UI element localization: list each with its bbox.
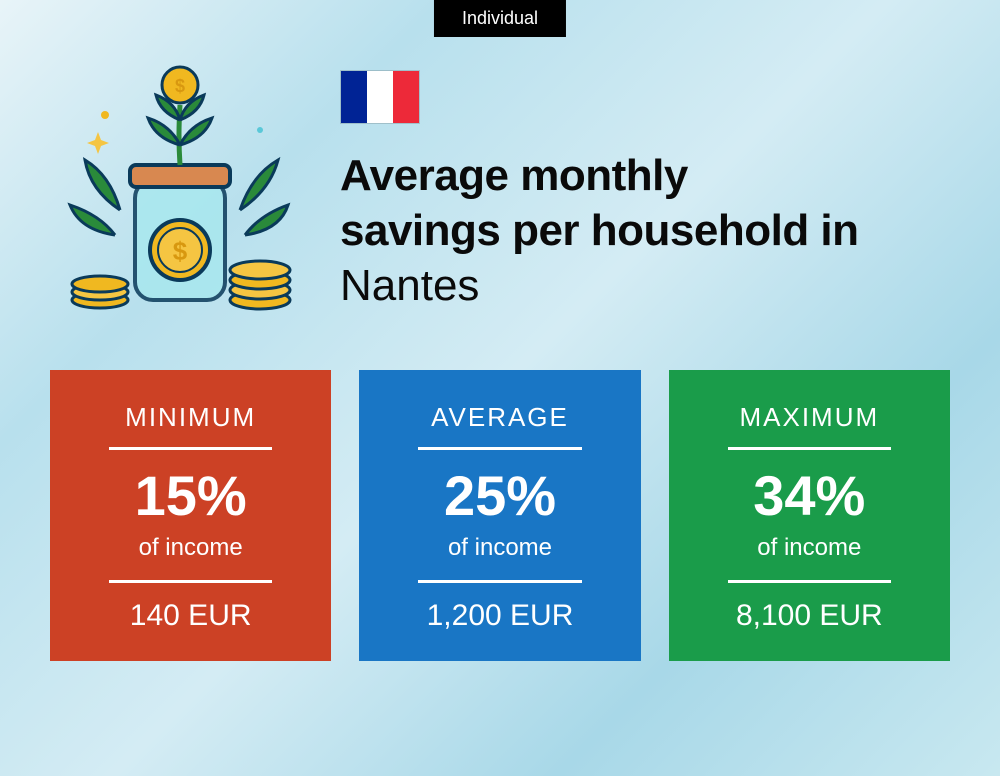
card-sub: of income [693,534,926,562]
title-block: Average monthly savings per household in… [340,60,940,313]
divider [728,580,891,583]
card-label: AVERAGE [383,402,616,433]
divider [418,447,581,450]
card-label: MINIMUM [74,402,307,433]
page-title-city: Nantes [340,258,940,313]
card-percent: 15% [74,468,307,524]
flag-stripe-red [393,71,419,123]
svg-text:$: $ [175,76,185,96]
card-amount: 1,200 EUR [383,599,616,633]
france-flag-icon [340,70,420,124]
card-percent: 34% [693,468,926,524]
header-section: $ $ Average monthly savings per househol… [0,0,1000,350]
card-maximum: MAXIMUM 34% of income 8,100 EUR [669,370,950,661]
stats-cards-row: MINIMUM 15% of income 140 EUR AVERAGE 25… [0,350,1000,711]
card-sub: of income [383,534,616,562]
category-tag: Individual [434,0,566,37]
flag-stripe-blue [341,71,367,123]
page-title-line2: savings per household in [340,203,940,258]
divider [109,580,272,583]
savings-jar-illustration: $ $ [60,60,300,320]
page-title-line1: Average monthly [340,148,940,203]
card-amount: 8,100 EUR [693,599,926,633]
divider [728,447,891,450]
card-percent: 25% [383,468,616,524]
svg-text:$: $ [173,236,188,266]
divider [109,447,272,450]
card-sub: of income [74,534,307,562]
flag-stripe-white [367,71,393,123]
card-label: MAXIMUM [693,402,926,433]
card-minimum: MINIMUM 15% of income 140 EUR [50,370,331,661]
card-average: AVERAGE 25% of income 1,200 EUR [359,370,640,661]
card-amount: 140 EUR [74,599,307,633]
divider [418,580,581,583]
